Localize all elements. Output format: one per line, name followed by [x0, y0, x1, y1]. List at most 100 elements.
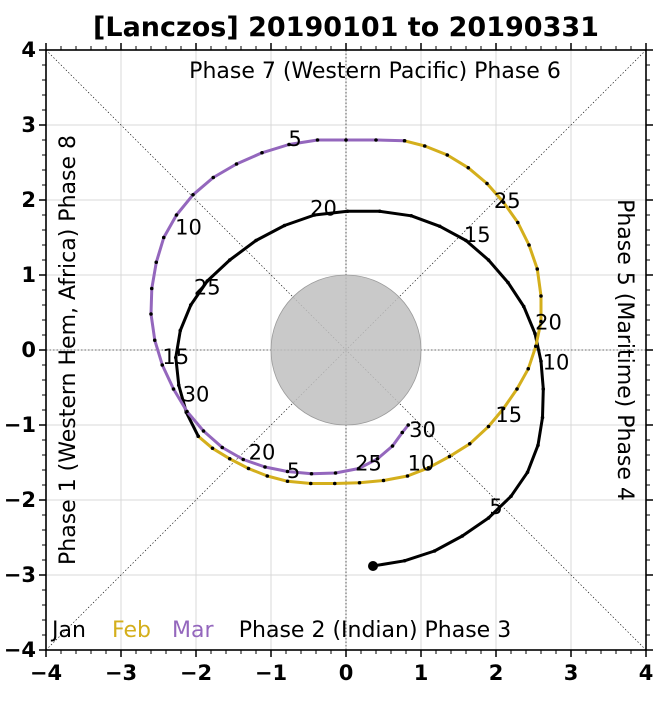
- series-point-jan: [227, 258, 232, 262]
- phase-label-right: Phase 5 (Maritime) Phase 4: [612, 199, 637, 501]
- series-point-jan: [486, 516, 491, 520]
- day-label: 15: [464, 223, 491, 247]
- y-tick-label: −1: [4, 413, 36, 437]
- legend-entry-mar: Mar: [172, 618, 214, 643]
- series-point-feb: [526, 366, 531, 371]
- series-point-mar: [400, 430, 405, 435]
- series-point-mar: [390, 444, 395, 448]
- series-point-jan: [533, 331, 537, 336]
- day-label: 30: [183, 383, 210, 407]
- series-point-jan: [521, 304, 526, 309]
- series-point-feb: [357, 480, 362, 485]
- day-label: 15: [495, 403, 522, 427]
- series-point-feb: [227, 456, 232, 461]
- series-point-mar: [201, 429, 206, 433]
- day-label: 20: [249, 440, 276, 464]
- series-point-mar: [185, 409, 189, 414]
- day-label: 5: [287, 459, 300, 483]
- series-point-feb: [447, 454, 452, 459]
- series-point-feb: [405, 474, 410, 478]
- series-point-jan: [409, 213, 414, 218]
- phase-label-left: Phase 1 (Western Hem, Africa) Phase 8: [56, 135, 81, 565]
- y-tick-label: 3: [21, 113, 36, 137]
- day-labels: 5 10 15 20 25 30 5 10 15 20 25 5 10 15 20 25 30: [162, 127, 569, 519]
- x-tick-label: 0: [339, 661, 354, 685]
- series-point-mar: [287, 142, 291, 147]
- day-label: 20: [310, 197, 337, 221]
- series-point-feb: [445, 153, 450, 157]
- series-point-feb: [196, 434, 201, 439]
- series-point-feb: [515, 387, 519, 391]
- series-point-feb: [533, 344, 538, 349]
- series-point-mar: [191, 192, 195, 197]
- x-tick-label: −3: [105, 661, 137, 685]
- y-tick-label: 0: [21, 338, 36, 362]
- series-point-mar: [406, 423, 411, 427]
- series-point-jan: [432, 549, 437, 553]
- series-point-jan: [541, 387, 546, 391]
- y-tick-label: 2: [21, 188, 36, 212]
- series-point-feb: [265, 474, 270, 478]
- legend-entry-feb: Feb: [112, 618, 151, 643]
- series-point-jan: [539, 359, 543, 364]
- series-point-mar: [171, 387, 176, 391]
- x-tick-label: −4: [30, 661, 62, 685]
- series-point-jan: [402, 558, 407, 563]
- series-point-jan: [525, 470, 530, 475]
- series-point-feb: [466, 165, 471, 170]
- series-point-mar: [315, 138, 320, 142]
- series-point-jan: [377, 209, 382, 214]
- series-point-mar: [356, 466, 361, 471]
- legend-entry-jan: Jan: [50, 618, 86, 643]
- day-label: 10: [408, 452, 435, 476]
- series-point-jan: [188, 303, 193, 307]
- series-point-feb: [246, 466, 251, 471]
- day-label: 25: [494, 189, 521, 213]
- series-point-jan: [509, 494, 513, 499]
- day-label: 25: [194, 275, 221, 299]
- x-tick-label: 1: [414, 661, 429, 685]
- series-point-jan: [464, 238, 468, 243]
- series-point-feb: [285, 479, 290, 484]
- series-point-jan: [178, 328, 183, 333]
- series-point-mar: [344, 138, 348, 142]
- series-point-jan: [254, 238, 258, 243]
- series-point-jan: [506, 280, 510, 285]
- series-point-mar: [174, 213, 179, 217]
- series-point-feb: [308, 481, 313, 486]
- unit-circle: [270, 274, 422, 426]
- day-label: 30: [409, 418, 436, 442]
- day-label: 25: [355, 452, 382, 476]
- series-point-jan: [176, 383, 181, 388]
- series-layer: [149, 138, 546, 571]
- x-tick-label: −2: [180, 661, 212, 685]
- series-point-jan: [173, 355, 178, 360]
- series-point-mar: [152, 338, 157, 343]
- x-tick-label: −1: [255, 661, 287, 685]
- series-point-jan: [345, 209, 350, 214]
- day-label: 15: [162, 345, 189, 369]
- series-point-feb: [535, 267, 540, 271]
- series-point-mar: [333, 471, 338, 475]
- series-point-jan: [205, 279, 210, 283]
- series-point-mar: [149, 286, 154, 291]
- series-point-jan: [486, 258, 491, 262]
- y-tick-label: −3: [4, 563, 36, 587]
- y-tick-label: 1: [21, 263, 36, 287]
- legend: Jan Feb Mar: [50, 618, 214, 643]
- series-point-feb: [501, 406, 506, 411]
- day-label: 5: [489, 495, 502, 519]
- series-point-mar: [234, 162, 239, 166]
- series-point-feb: [426, 465, 431, 470]
- y-tick-label: 4: [21, 38, 36, 62]
- series-point-feb: [539, 294, 543, 298]
- series-point-feb: [381, 478, 386, 483]
- series-point-jan: [460, 534, 465, 538]
- series-point-feb: [332, 481, 337, 486]
- series-point-feb: [527, 243, 531, 247]
- series-point-mar: [285, 469, 290, 474]
- series-point-feb: [486, 424, 491, 429]
- series-point-jan: [437, 224, 442, 229]
- chart-title: [Lanczos] 20190101 to 20190331: [93, 12, 599, 43]
